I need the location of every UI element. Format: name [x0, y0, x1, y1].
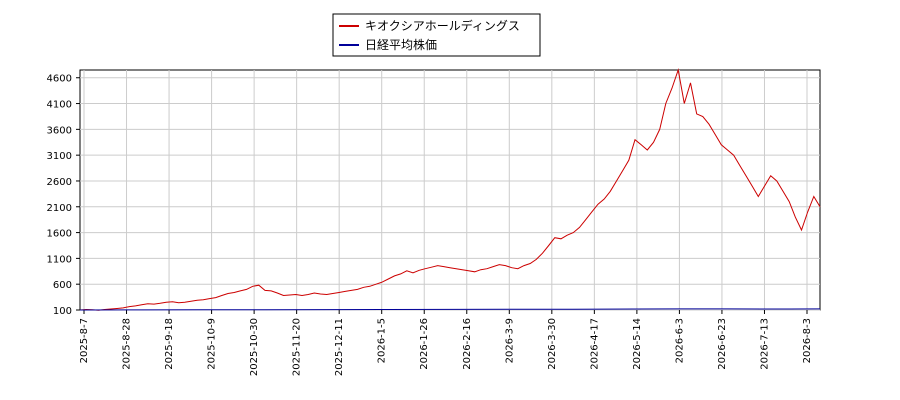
legend-label: 日経平均株価 — [365, 37, 437, 52]
x-tick-label: 2026-4-17 — [589, 318, 600, 370]
series-layer — [79, 68, 821, 311]
x-tick-label: 2026-6-23 — [717, 318, 728, 370]
y-tick-label: 100 — [53, 306, 72, 317]
legend-box — [332, 13, 541, 57]
y-axis: 100 600 1100 1600 2100 2600 3100 3600 4100 4600 — [47, 74, 80, 317]
x-tick-label: 2026-8-3 — [802, 318, 813, 363]
x-tick-label: 2025-12-11 — [334, 318, 345, 376]
y-tick-label: 2600 — [47, 177, 72, 188]
x-tick-label: 2025-9-18 — [164, 318, 175, 370]
x-tick-label: 2026-5-14 — [632, 318, 643, 370]
x-axis: 2025-8-7 2025-8-28 2025-9-18 2025-10-9 2025-… — [79, 310, 813, 376]
x-tick-label: 2026-1-26 — [419, 318, 430, 370]
x-tick-label: 2026-3-30 — [547, 318, 558, 370]
y-tick-label: 600 — [53, 280, 72, 291]
series-line-nikkei — [79, 308, 821, 311]
y-tick-label: 1100 — [47, 254, 72, 265]
y-tick-label: 4600 — [47, 74, 72, 85]
x-tick-label: 2026-1-5 — [377, 318, 388, 363]
x-tick-label: 2026-3-9 — [504, 318, 515, 363]
x-tick-label: 2025-10-9 — [207, 318, 218, 370]
x-tick-label: 2026-6-3 — [674, 318, 685, 363]
x-tick-label: 2025-11-20 — [292, 318, 303, 376]
series-line-kioxia — [79, 68, 821, 311]
legend-label: キオクシアホールディングス — [365, 18, 520, 33]
y-tick-label: 2100 — [47, 203, 72, 214]
legend: キオクシアホールディングス 日経平均株価 — [332, 13, 541, 57]
x-tick-label: 2026-2-16 — [462, 318, 473, 370]
y-tick-label: 1600 — [47, 229, 72, 240]
y-tick-label: 3600 — [47, 125, 72, 136]
x-tick-label: 2026-7-13 — [759, 318, 770, 370]
plot-area — [79, 69, 821, 311]
x-tick-label: 2025-8-7 — [79, 318, 90, 363]
y-tick-label: 3100 — [47, 151, 72, 162]
grid-lines — [80, 70, 820, 311]
x-tick-label: 2025-8-28 — [122, 318, 133, 370]
y-tick-label: 4100 — [47, 100, 72, 111]
x-tick-label: 2025-10-30 — [249, 318, 260, 376]
